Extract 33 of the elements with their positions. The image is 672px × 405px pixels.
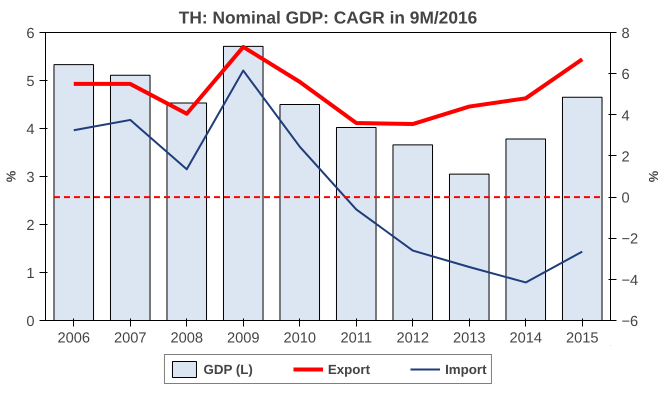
y-axis-title: % bbox=[3, 170, 18, 182]
line-series bbox=[72, 70, 584, 284]
y-tick-label: 4 bbox=[26, 122, 35, 138]
y2-tick-label: 4 bbox=[622, 108, 630, 124]
legend-label: Export bbox=[328, 362, 370, 376]
y2-tick-label: 6 bbox=[622, 67, 630, 84]
y2-axis-title: % bbox=[646, 170, 662, 183]
y-tick-label: 2 bbox=[26, 218, 35, 234]
x-tick-label: 2009 bbox=[226, 330, 260, 346]
x-tick-label: 2008 bbox=[170, 330, 204, 346]
chart-title: TH: Nominal GDP: CAGR in 9M/2016 bbox=[178, 8, 478, 28]
y-tick-label: 5 bbox=[26, 74, 35, 90]
y2-tick-label: −6 bbox=[622, 314, 638, 330]
y-tick-label: 3 bbox=[26, 170, 35, 186]
x-tick-label: 2014 bbox=[509, 330, 542, 346]
y2-tick-label: −2 bbox=[622, 232, 638, 248]
y2-tick-label: 8 bbox=[622, 26, 630, 42]
y2-tick-label: 0 bbox=[622, 190, 630, 207]
y-tick-label: 0 bbox=[26, 314, 35, 330]
y-tick-label: 6 bbox=[26, 26, 35, 42]
x-tick-label: 2013 bbox=[452, 330, 486, 346]
x-tick-label: 2011 bbox=[340, 330, 372, 346]
y2-tick-label: 2 bbox=[622, 149, 630, 166]
x-tick-label: 2010 bbox=[283, 330, 316, 346]
y-tick-label: 1 bbox=[26, 266, 35, 282]
x-tick-label: 2006 bbox=[57, 330, 90, 346]
y2-tick-label: −4 bbox=[622, 272, 638, 289]
legend-label: GDP (L) bbox=[203, 362, 253, 376]
legend-label: Import bbox=[445, 362, 487, 376]
x-tick-label: 2007 bbox=[114, 330, 147, 346]
x-tick-label: 2012 bbox=[396, 330, 430, 346]
line-series bbox=[72, 44, 584, 126]
x-tick-label: 2015 bbox=[566, 330, 599, 346]
